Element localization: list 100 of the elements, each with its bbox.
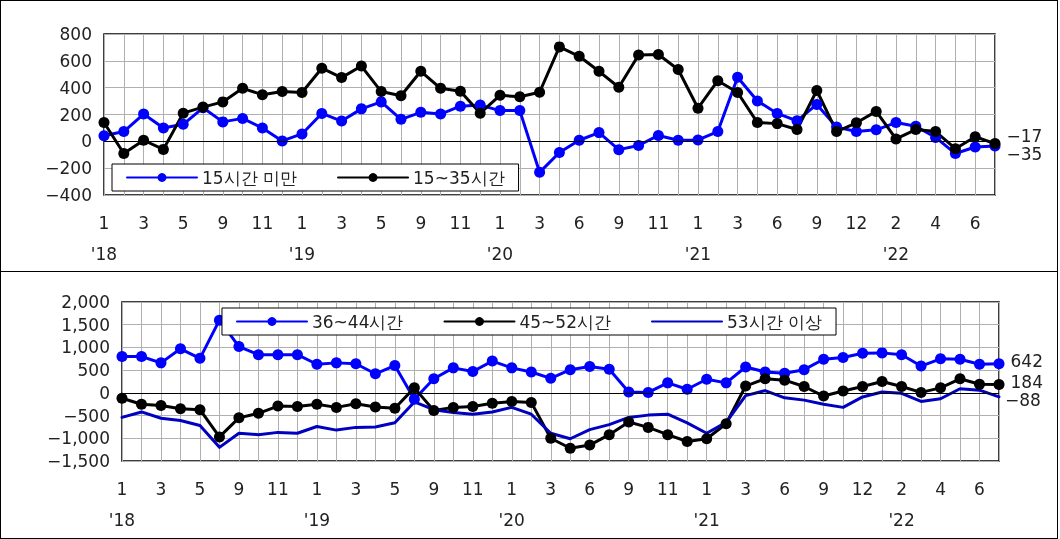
x-tick-label: 3 — [732, 212, 744, 233]
y-tick-label: 1,000 — [61, 337, 110, 358]
point — [935, 353, 947, 365]
point — [771, 107, 783, 119]
point — [506, 362, 518, 374]
point — [467, 400, 479, 412]
point — [525, 366, 537, 378]
point — [291, 400, 303, 412]
point — [276, 86, 288, 98]
point — [584, 439, 596, 451]
point — [652, 129, 664, 141]
point — [954, 353, 966, 365]
point — [732, 71, 744, 83]
point — [389, 402, 401, 414]
point — [177, 107, 189, 119]
data-label: −17 — [1006, 125, 1043, 146]
point — [233, 341, 245, 353]
point — [474, 107, 486, 119]
point — [740, 380, 752, 392]
point — [633, 49, 645, 61]
point — [642, 421, 654, 433]
point — [876, 376, 888, 387]
x-tick-label: 9 — [428, 478, 440, 499]
point — [633, 140, 645, 151]
point — [237, 112, 249, 124]
y-tick-label: 2,000 — [61, 292, 110, 312]
point — [157, 143, 169, 155]
point — [798, 381, 810, 392]
point — [494, 105, 506, 117]
y-tick-label: 600 — [59, 50, 92, 71]
point — [237, 82, 249, 94]
point — [759, 373, 771, 385]
x-tick-label: 1 '19 — [303, 478, 331, 530]
point — [534, 166, 546, 178]
point — [330, 357, 342, 369]
point — [233, 412, 245, 424]
x-tick-label: 3 — [545, 478, 557, 499]
point — [870, 124, 882, 136]
x-tick-label: 4 — [935, 478, 946, 499]
point — [316, 107, 328, 119]
point — [930, 126, 942, 138]
y-tick-label: −1,500 — [47, 451, 110, 471]
point — [837, 351, 849, 363]
point — [564, 442, 576, 454]
point — [993, 358, 1005, 370]
point — [408, 393, 420, 405]
point — [771, 118, 783, 130]
point — [603, 363, 615, 375]
x-tick-label: 11 — [656, 478, 679, 499]
point — [681, 383, 693, 395]
point — [213, 431, 225, 443]
x-tick-label: 6 — [974, 478, 985, 499]
point — [116, 351, 128, 363]
point — [395, 90, 407, 102]
point — [573, 50, 585, 62]
point — [712, 126, 724, 138]
point — [831, 126, 843, 138]
point — [98, 130, 110, 142]
x-tick-label: 5 — [389, 478, 401, 499]
point — [428, 373, 440, 385]
y-tick-label: 800 — [59, 24, 92, 44]
data-label: 642 — [1010, 350, 1043, 371]
point — [136, 351, 147, 363]
x-tick-label: 9 — [818, 478, 830, 499]
point — [910, 124, 922, 136]
point — [779, 374, 791, 386]
point — [935, 382, 947, 394]
point — [272, 400, 284, 412]
x-tick-label: 11 — [449, 212, 472, 233]
x-tick-label: 6 — [969, 212, 981, 233]
x-tick-label: 1 '20 — [498, 478, 525, 530]
y-tick-label: 500 — [77, 360, 110, 381]
x-tick-label: 6 — [573, 212, 585, 233]
point — [118, 126, 130, 138]
point — [256, 122, 268, 134]
point — [701, 373, 713, 385]
x-tick-label: 1 '18 — [108, 478, 136, 530]
point — [291, 349, 303, 361]
point — [252, 407, 264, 419]
point — [375, 96, 387, 108]
point — [447, 401, 459, 413]
x-tick-label: 5 — [177, 212, 189, 233]
point — [454, 85, 466, 97]
point — [584, 361, 596, 373]
point — [857, 381, 869, 392]
point — [890, 117, 902, 129]
x-tick-label: 3 — [740, 478, 752, 499]
point — [969, 141, 981, 153]
point — [534, 86, 546, 98]
point — [954, 373, 966, 385]
point — [118, 148, 130, 160]
point — [350, 398, 362, 410]
point — [564, 364, 576, 376]
point — [751, 117, 763, 129]
point — [514, 91, 526, 103]
y-tick-label: −200 — [45, 158, 92, 179]
point — [857, 347, 869, 359]
point — [652, 49, 664, 61]
point — [740, 361, 752, 373]
point — [623, 416, 635, 428]
